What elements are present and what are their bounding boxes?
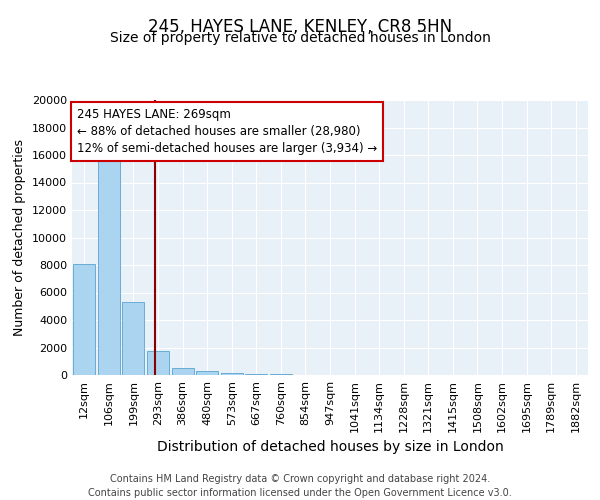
Bar — [73, 264, 95, 375]
Text: 245 HAYES LANE: 269sqm
← 88% of detached houses are smaller (28,980)
12% of semi: 245 HAYES LANE: 269sqm ← 88% of detached… — [77, 108, 377, 155]
Bar — [98, 148, 120, 375]
Bar — [172, 368, 194, 375]
Text: Size of property relative to detached houses in London: Size of property relative to detached ho… — [110, 31, 490, 45]
Bar — [245, 374, 268, 375]
Bar — [147, 351, 169, 375]
Y-axis label: Number of detached properties: Number of detached properties — [13, 139, 26, 336]
Bar — [221, 373, 243, 375]
Text: Contains HM Land Registry data © Crown copyright and database right 2024.
Contai: Contains HM Land Registry data © Crown c… — [88, 474, 512, 498]
Text: 245, HAYES LANE, KENLEY, CR8 5HN: 245, HAYES LANE, KENLEY, CR8 5HN — [148, 18, 452, 36]
Bar — [122, 302, 145, 375]
Bar — [270, 374, 292, 375]
X-axis label: Distribution of detached houses by size in London: Distribution of detached houses by size … — [157, 440, 503, 454]
Bar — [196, 371, 218, 375]
